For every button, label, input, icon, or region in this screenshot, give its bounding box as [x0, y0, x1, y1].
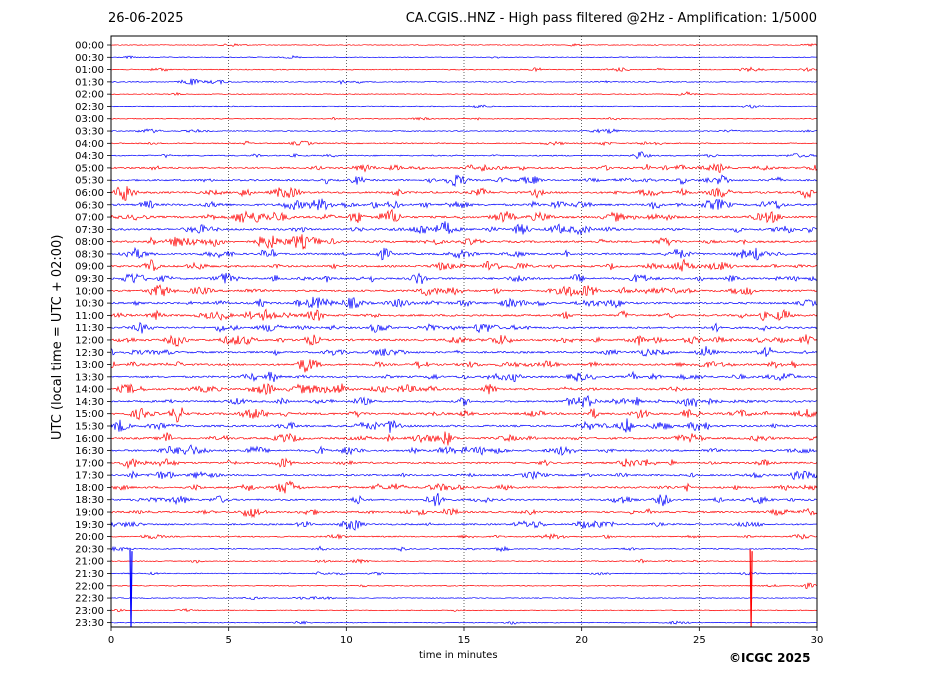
- trace-1800: [110, 480, 818, 494]
- ytick-label: 19:30: [75, 520, 104, 531]
- ytick-label: 14:30: [75, 397, 104, 408]
- traces-layer: [110, 43, 818, 628]
- ytick-label: 04:00: [75, 139, 104, 150]
- y-axis-label: UTC (local time = UTC + 02:00): [50, 234, 65, 440]
- ytick-label: 08:30: [75, 249, 104, 260]
- xtick-label: 20: [575, 635, 588, 646]
- xtick-label: 15: [458, 635, 471, 646]
- ytick-label: 08:00: [75, 237, 104, 248]
- ytick-label: 11:30: [75, 323, 104, 334]
- chart-title: CA.CGIS..HNZ - High pass filtered @2Hz -…: [405, 11, 817, 26]
- ytick-label: 02:00: [75, 90, 104, 101]
- ytick-label: 03:00: [75, 114, 104, 125]
- ytick-label: 23:00: [75, 606, 104, 617]
- ytick-label: 22:00: [75, 581, 104, 592]
- trace-1730: [110, 470, 818, 481]
- ytick-label: 09:00: [75, 262, 104, 273]
- ytick-label: 21:30: [75, 569, 104, 580]
- trace-1400: [110, 383, 817, 396]
- trace-0600: [110, 186, 818, 201]
- ytick-label: 13:30: [75, 372, 104, 383]
- ytick-label: 02:30: [75, 102, 104, 113]
- trace-0330: [110, 128, 818, 135]
- ytick-label: 15:00: [75, 409, 104, 420]
- ytick-label: 11:00: [75, 311, 104, 322]
- ytick-label: 20:30: [75, 544, 104, 555]
- ytick-label: 17:00: [75, 458, 104, 469]
- trace-1300: [110, 359, 818, 373]
- ytick-label: 13:00: [75, 360, 104, 371]
- trace-0130: [110, 78, 818, 86]
- ytick-label: 06:00: [75, 188, 104, 199]
- date-label: 26-06-2025: [108, 11, 184, 26]
- trace-0500: [110, 162, 818, 174]
- ytick-label: 10:30: [75, 299, 104, 310]
- trace-0400: [110, 140, 818, 147]
- ytick-label: 07:30: [75, 225, 104, 236]
- trace-0900: [110, 258, 818, 272]
- ytick-label: 20:00: [75, 532, 104, 543]
- xtick-label: 10: [340, 635, 353, 646]
- plot-frame: [110, 35, 818, 628]
- spike-1: [749, 549, 753, 628]
- ytick-label: 12:30: [75, 348, 104, 359]
- ytick-label: 21:00: [75, 557, 104, 568]
- ytick-label: 16:30: [75, 446, 104, 457]
- ytick-label: 10:00: [75, 286, 104, 297]
- trace-0530: [110, 174, 818, 188]
- trace-1430: [110, 394, 818, 408]
- trace-0830: [110, 246, 818, 261]
- ytick-label: 06:30: [75, 200, 104, 211]
- trace-1930: [110, 520, 818, 531]
- xtick-label: 30: [811, 635, 824, 646]
- trace-0300: [110, 116, 818, 121]
- ytick-label: 07:00: [75, 213, 104, 224]
- ytick-label: 01:30: [75, 77, 104, 88]
- ytick-label: 16:00: [75, 434, 104, 445]
- ytick-label: 00:00: [75, 41, 104, 52]
- ytick-label: 12:00: [75, 335, 104, 346]
- ytick-label: 03:30: [75, 127, 104, 138]
- trace-0230: [110, 104, 818, 109]
- trace-0000: [110, 43, 818, 47]
- trace-1900: [110, 507, 818, 519]
- xtick-label: 0: [108, 635, 114, 646]
- ytick-label: 15:30: [75, 421, 104, 432]
- trace-1330: [110, 370, 818, 383]
- x-axis-label: time in minutes: [419, 650, 498, 661]
- ytick-label: 19:00: [75, 508, 104, 519]
- ytick-label: 23:30: [75, 618, 104, 629]
- grid-layer: [228, 36, 700, 627]
- trace-0800: [110, 234, 818, 250]
- ytick-label: 18:30: [75, 495, 104, 506]
- ytick-label: 18:00: [75, 483, 104, 494]
- trace-1830: [110, 493, 818, 507]
- ytick-label: 09:30: [75, 274, 104, 285]
- ytick-label: 22:30: [75, 594, 104, 605]
- trace-0730: [110, 221, 818, 236]
- ytick-label: 05:30: [75, 176, 104, 187]
- trace-2330: [110, 620, 818, 625]
- ytick-label: 17:30: [75, 471, 104, 482]
- copyright-label: ©ICGC 2025: [729, 651, 811, 665]
- ytick-label: 00:30: [75, 53, 104, 64]
- ytick-label: 05:00: [75, 163, 104, 174]
- xtick-label: 5: [225, 635, 231, 646]
- ytick-label: 14:00: [75, 385, 104, 396]
- ytick-label: 01:00: [75, 65, 104, 76]
- trace-0700: [110, 208, 818, 224]
- trace-1230: [110, 346, 818, 357]
- xtick-label: 25: [693, 635, 706, 646]
- trace-0930: [110, 272, 818, 284]
- x-axis: 0 5 10 15 20 25 30: [108, 627, 824, 646]
- trace-2030: [110, 545, 817, 553]
- trace-2300: [110, 607, 817, 612]
- ytick-label: 04:30: [75, 151, 104, 162]
- trace-0430: [110, 151, 818, 160]
